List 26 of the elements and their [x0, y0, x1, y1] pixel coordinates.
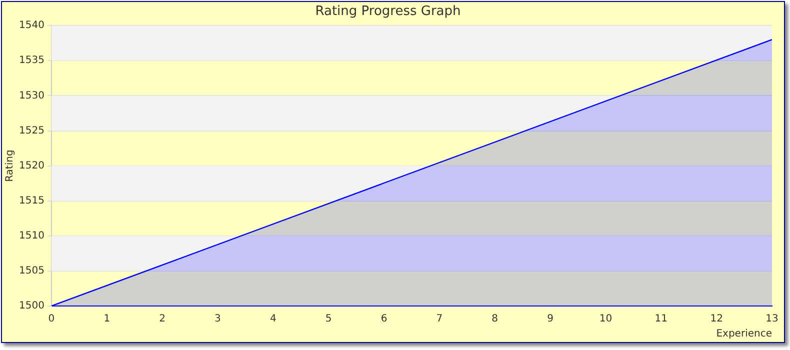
y-tick-label: 1515 — [18, 195, 44, 206]
x-axis-title: Experience — [716, 328, 772, 340]
x-tick-label: 6 — [380, 314, 388, 325]
y-axis-title: Rating — [4, 150, 16, 182]
chart-title: Rating Progress Graph — [315, 4, 461, 20]
x-tick-label: 7 — [436, 314, 443, 325]
x-tick-label: 2 — [159, 314, 166, 325]
x-tick-label: 1 — [104, 314, 110, 325]
x-tick-label: 8 — [492, 314, 498, 325]
x-tick-label: 0 — [48, 314, 55, 325]
x-tick-label: 5 — [325, 314, 332, 325]
x-tick-label: 10 — [599, 314, 612, 325]
x-tick-label: 4 — [270, 314, 276, 325]
x-tick-label: 13 — [766, 314, 778, 325]
x-tick-label: 3 — [214, 314, 221, 325]
x-tick-label: 9 — [547, 314, 554, 325]
y-tick-label: 1540 — [18, 20, 44, 32]
x-tick-label: 12 — [710, 314, 723, 325]
y-tick-label: 1520 — [18, 160, 44, 172]
y-tick-label: 1500 — [18, 300, 44, 312]
x-tick-label: 11 — [654, 314, 668, 325]
y-tick-label: 1505 — [18, 266, 44, 277]
y-tick-label: 1510 — [18, 230, 44, 242]
y-tick-label: 1535 — [18, 55, 44, 66]
y-tick-label: 1525 — [18, 125, 44, 136]
y-tick-label: 1530 — [18, 90, 44, 102]
